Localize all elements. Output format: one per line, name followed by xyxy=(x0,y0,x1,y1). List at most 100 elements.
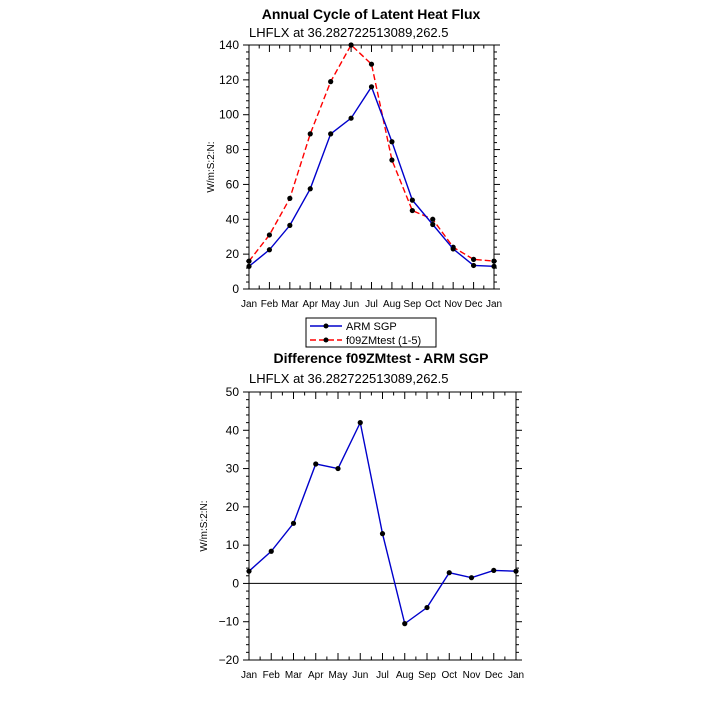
chart-subtitle: LHFLX at 36.282722513089,262.5 xyxy=(249,25,449,40)
data-point xyxy=(468,575,475,581)
y-axis-label: W/m:S:2:N: xyxy=(206,141,217,192)
x-tick-label: Nov xyxy=(463,670,481,681)
y-tick-label: 100 xyxy=(219,108,239,122)
data-point xyxy=(307,186,313,192)
x-tick-label: Sep xyxy=(403,299,421,310)
data-point xyxy=(348,115,354,121)
data-point xyxy=(357,420,363,426)
data-point xyxy=(379,531,386,537)
data-point xyxy=(368,84,375,90)
y-tick-label: 80 xyxy=(226,143,240,157)
data-point xyxy=(491,567,497,574)
data-point xyxy=(470,262,477,269)
series-layer xyxy=(246,42,497,269)
plot-frame xyxy=(248,391,517,661)
y-tick-label: 140 xyxy=(219,38,239,52)
data-point xyxy=(409,197,415,203)
x-tick-label: Oct xyxy=(425,299,441,310)
x-tick-label: Aug xyxy=(383,299,401,310)
data-point xyxy=(513,568,519,574)
data-point xyxy=(246,258,252,264)
y-tick-label: 0 xyxy=(232,576,239,590)
y-tick-label: 50 xyxy=(226,385,240,399)
data-point xyxy=(328,131,334,137)
x-tick-label: Jan xyxy=(486,299,502,310)
data-point xyxy=(268,548,274,554)
data-point xyxy=(307,131,313,137)
data-point xyxy=(335,465,341,472)
legend: ARM SGP f09ZMtest (1-5) xyxy=(305,317,437,348)
y-tick-label: 60 xyxy=(226,177,240,191)
x-tick-label: May xyxy=(321,299,340,310)
y-tick-label: 10 xyxy=(226,538,240,552)
x-tick-label: Jan xyxy=(508,670,524,681)
y-tick-label: 40 xyxy=(226,212,240,226)
series-layer xyxy=(246,420,519,627)
data-point xyxy=(287,222,293,228)
data-point xyxy=(409,207,415,214)
x-tick-label: Jun xyxy=(352,670,368,681)
axis-ticks: Jan Feb Mar Apr May Jun Jul Aug Sep Oct Nov Dec Jan−… xyxy=(219,385,524,681)
y-tick-label: −20 xyxy=(219,653,240,667)
x-tick-label: Sep xyxy=(418,670,436,681)
data-point xyxy=(430,216,436,222)
data-point xyxy=(266,247,273,253)
data-point xyxy=(389,139,395,145)
chart-title: Difference f09ZMtest - ARM SGP xyxy=(274,350,489,366)
data-point xyxy=(290,520,297,526)
x-tick-label: Jan xyxy=(241,670,257,681)
x-tick-label: Oct xyxy=(441,670,457,681)
data-point xyxy=(328,79,334,85)
data-point xyxy=(348,42,354,48)
x-tick-label: Feb xyxy=(261,299,279,310)
x-tick-label: Apr xyxy=(308,670,324,681)
annual-cycle-chart: Annual Cycle of Latent Heat Flux LHFLX a… xyxy=(206,6,502,310)
x-tick-label: Jul xyxy=(376,670,389,681)
data-point xyxy=(246,263,252,269)
y-axis-label: W/m:S:2:N: xyxy=(199,500,210,551)
data-point xyxy=(450,246,456,252)
data-point xyxy=(266,232,273,238)
data-point xyxy=(430,221,436,228)
legend-marker-arm-sgp xyxy=(323,323,329,329)
x-tick-label: Jul xyxy=(365,299,378,310)
x-tick-label: Jun xyxy=(343,299,359,310)
legend-label-arm-sgp: ARM SGP xyxy=(346,321,397,333)
data-point xyxy=(313,461,319,467)
x-tick-label: Dec xyxy=(465,299,483,310)
data-point xyxy=(246,568,252,574)
x-tick-label: Apr xyxy=(302,299,318,310)
axis-ticks: Jan Feb Mar Apr May Jun Jul Aug Sep Oct Nov Dec Jan0… xyxy=(219,38,502,310)
x-tick-label: Jan xyxy=(241,299,257,310)
y-tick-label: −10 xyxy=(219,615,240,629)
difference-chart: Difference f09ZMtest - ARM SGP LHFLX at … xyxy=(199,350,524,681)
x-tick-label: Nov xyxy=(444,299,462,310)
data-point xyxy=(402,621,408,627)
series-line xyxy=(248,420,517,625)
y-tick-label: 20 xyxy=(226,500,240,514)
y-tick-label: 0 xyxy=(232,282,239,296)
series-line xyxy=(248,85,495,268)
data-point xyxy=(424,604,430,611)
x-tick-label: Mar xyxy=(281,299,299,310)
data-point xyxy=(389,157,395,163)
x-tick-label: Mar xyxy=(285,670,303,681)
legend-label-f09zmtest: f09ZMtest (1-5) xyxy=(346,335,421,347)
x-tick-label: May xyxy=(329,670,348,681)
legend-marker-f09zmtest xyxy=(323,337,329,343)
x-tick-label: Aug xyxy=(396,670,414,681)
y-tick-label: 20 xyxy=(226,247,240,261)
y-tick-label: 120 xyxy=(219,73,239,87)
series-line xyxy=(248,43,495,262)
data-point xyxy=(470,256,477,262)
y-tick-label: 40 xyxy=(226,423,240,437)
chart-title: Annual Cycle of Latent Heat Flux xyxy=(262,6,481,22)
data-point xyxy=(491,263,497,269)
data-point xyxy=(491,258,497,264)
x-tick-label: Dec xyxy=(485,670,503,681)
y-tick-label: 30 xyxy=(226,462,240,476)
chart-subtitle: LHFLX at 36.282722513089,262.5 xyxy=(249,371,449,386)
data-point xyxy=(368,61,375,67)
data-point xyxy=(446,570,452,576)
